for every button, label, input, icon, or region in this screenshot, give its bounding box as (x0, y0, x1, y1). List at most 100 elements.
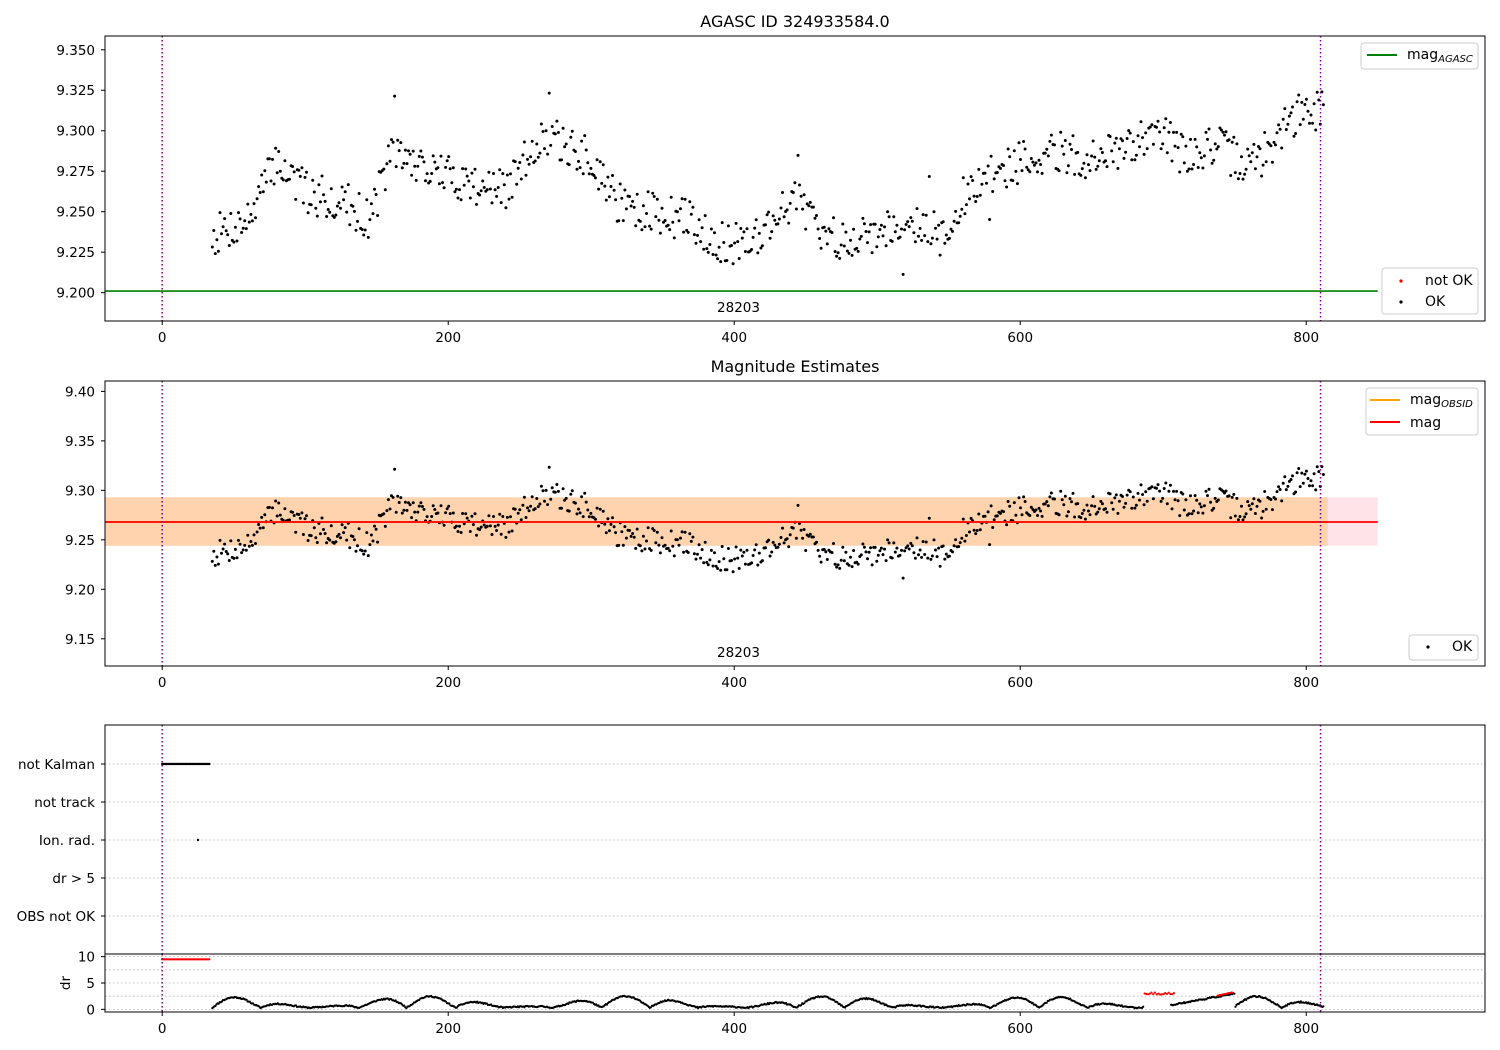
ok-point (680, 530, 684, 534)
ok-point (1070, 500, 1073, 504)
ok-point (991, 526, 995, 529)
ok-point (995, 171, 999, 174)
ok-point (314, 536, 318, 540)
ok-point (1159, 499, 1163, 503)
ok-point (932, 210, 936, 214)
ok-point (958, 541, 962, 545)
not-kalman-flag-point (208, 762, 211, 766)
flag-category-label: OBS not OK (17, 909, 97, 925)
ok-point (646, 190, 650, 194)
ok-point (376, 214, 380, 217)
ok-point (736, 240, 740, 244)
ok-point (250, 543, 254, 547)
ok-point (649, 227, 653, 231)
ok-point (773, 218, 777, 222)
ok-dr-point (1031, 1001, 1034, 1005)
ok-point (781, 526, 784, 530)
ok-point (425, 515, 429, 519)
ok-point (496, 186, 500, 189)
ok-point (921, 540, 925, 544)
ok-point (1108, 135, 1112, 138)
ok-point (490, 533, 494, 536)
ok-point (462, 183, 466, 187)
ok-point (768, 554, 772, 558)
ok-point (620, 196, 624, 200)
ok-point (952, 544, 956, 548)
ok-point (1311, 484, 1315, 488)
ok-point (648, 224, 652, 228)
panel-flags: not Kalman not track Ion. rad. dr > 5 OBS no… (17, 724, 1486, 955)
ok-point (1162, 487, 1166, 490)
ok-point (473, 167, 477, 171)
y-tick-label: 9.20 (65, 582, 95, 598)
ok-point (1281, 481, 1285, 485)
ok-point (651, 191, 655, 195)
ok-point (720, 221, 724, 225)
ok-point (1301, 481, 1305, 485)
ok-point (985, 181, 988, 185)
ok-point (1100, 151, 1104, 154)
ok-point (1043, 151, 1047, 155)
ok-point (1158, 130, 1162, 134)
ok-point (516, 511, 520, 515)
ok-point (482, 186, 486, 189)
ok-point (675, 538, 679, 542)
panel-2-points (210, 465, 1325, 580)
ok-point (822, 225, 826, 229)
ok-point (281, 178, 285, 182)
dr-points (161, 958, 1325, 1010)
ok-point (1088, 513, 1092, 517)
ok-point (903, 549, 907, 553)
ok-point (215, 555, 219, 559)
ok-point (634, 224, 638, 228)
ok-point (1258, 499, 1262, 503)
ok-point (288, 177, 291, 181)
ok-point (303, 175, 307, 179)
ok-point (229, 539, 233, 543)
ok-point (759, 246, 763, 250)
ok-point (873, 222, 877, 226)
ok-point (793, 181, 797, 185)
ok-point (864, 550, 868, 554)
ok-point (604, 531, 608, 535)
ok-point (986, 164, 990, 168)
ok-point (493, 524, 497, 528)
ok-point (340, 523, 344, 527)
ok-point (941, 544, 945, 548)
ok-point (1244, 167, 1248, 171)
ok-point (742, 230, 746, 234)
ok-point (686, 551, 690, 554)
ok-point (963, 539, 967, 543)
ok-point (1253, 512, 1257, 515)
ok-point (1053, 497, 1056, 501)
ok-point (606, 175, 610, 179)
ok-point (617, 219, 621, 223)
flag-category-label: not track (34, 795, 95, 811)
ok-point (703, 214, 707, 218)
ok-point (419, 501, 423, 505)
ok-point (963, 212, 967, 216)
ok-point (1005, 185, 1009, 189)
ok-point (995, 514, 999, 518)
ok-point (645, 539, 648, 543)
ok-point (382, 167, 386, 171)
ok-point (884, 559, 888, 563)
ok-point (838, 566, 842, 570)
ok-point (640, 228, 644, 232)
ok-point (254, 542, 257, 545)
ok-point (1235, 496, 1239, 500)
ok-point (794, 536, 798, 540)
ok-point (816, 548, 820, 552)
x-tick-label: 200 (435, 1021, 461, 1037)
flag-points (161, 762, 211, 842)
ok-point (1090, 154, 1094, 158)
ok-point (226, 233, 230, 237)
ok-point (957, 221, 961, 225)
ok-point (1263, 490, 1267, 493)
ok-point (1029, 505, 1033, 509)
ok-point (215, 238, 219, 242)
ok-point (924, 540, 928, 544)
ok-point (875, 559, 879, 563)
ok-point (407, 149, 410, 153)
ok-point (445, 159, 449, 163)
